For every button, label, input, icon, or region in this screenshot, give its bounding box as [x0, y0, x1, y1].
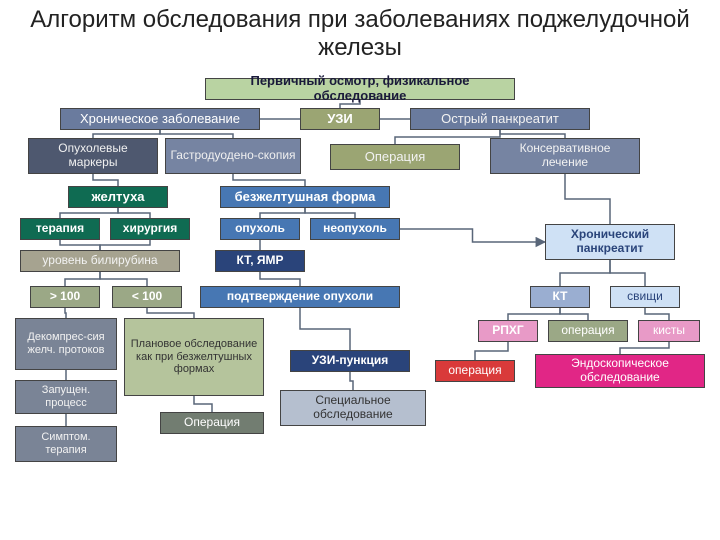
flowchart-node: Запущен. процесс [15, 380, 117, 414]
flowchart-node: КТ [530, 286, 590, 308]
flowchart-node: свищи [610, 286, 680, 308]
flowchart-node: РПХГ [478, 320, 538, 342]
flowchart-node: безжелтушная форма [220, 186, 390, 208]
flowchart-node: < 100 [112, 286, 182, 308]
flowchart-node: Симптом. терапия [15, 426, 117, 462]
flowchart-node: Консервативное лечение [490, 138, 640, 174]
flowchart-node: УЗИ [300, 108, 380, 130]
flowchart-node: Острый панкреатит [410, 108, 590, 130]
flowchart-node: опухоль [220, 218, 300, 240]
flowchart-node: Хроническое заболевание [60, 108, 260, 130]
flowchart-node: Опухолевые маркеры [28, 138, 158, 174]
flowchart-node: желтуха [68, 186, 168, 208]
flowchart-node: УЗИ-пункция [290, 350, 410, 372]
flowchart-node: операция [435, 360, 515, 382]
flowchart-node: > 100 [30, 286, 100, 308]
flowchart-node: подтверждение опухоли [200, 286, 400, 308]
flowchart-node: Декомпрес-сия желч. протоков [15, 318, 117, 370]
flowchart-node: Первичный осмотр, физикальное обследован… [205, 78, 515, 100]
flowchart-node: Эндоскопическое обследование [535, 354, 705, 388]
flowchart-node: Плановое обследование как при безжелтушн… [124, 318, 264, 396]
flowchart-node: Хронический панкреатит [545, 224, 675, 260]
flowchart-node: Операция [160, 412, 264, 434]
flowchart-node: КТ, ЯМР [215, 250, 305, 272]
flowchart-node: Специальное обследование [280, 390, 426, 426]
flowchart-node: кисты [638, 320, 700, 342]
flowchart-node: Гастродуодено-скопия [165, 138, 301, 174]
flowchart-node: уровень билирубина [20, 250, 180, 272]
flowchart-node: Операция [330, 144, 460, 170]
flowchart-node: неопухоль [310, 218, 400, 240]
flowchart-node: терапия [20, 218, 100, 240]
diagram-title: Алгоритм обследования при заболеваниях п… [0, 6, 720, 61]
flowchart-node: операция [548, 320, 628, 342]
flowchart-node: хирургия [110, 218, 190, 240]
